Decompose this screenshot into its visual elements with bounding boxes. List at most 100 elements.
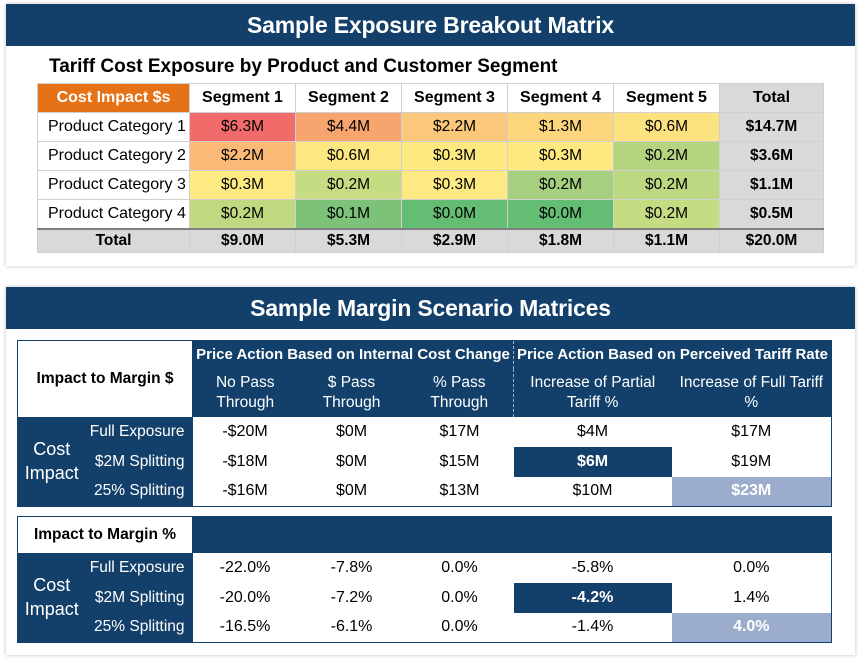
exposure-subtitle: Tariff Cost Exposure by Product and Cust… (49, 56, 558, 77)
margin-banner: Sample Margin Scenario Matrices (6, 287, 855, 329)
scenario-value: -6.1% (297, 612, 406, 643)
scenario-value: -5.8% (513, 552, 672, 583)
scenario-row: 25% Splitting -16.5% -6.1% 0.0% -1.4% 4.… (18, 612, 832, 643)
heatmap-cell: $0.2M (295, 170, 402, 200)
row-total: $3.6M (719, 141, 824, 171)
scenario-value: $0M (297, 416, 406, 447)
exposure-row: Product Category 3 $0.3M $0.2M $0.3M $0.… (37, 170, 824, 200)
exposure-row: Product Category 1 $6.3M $4.4M $2.2M $1.… (37, 112, 824, 142)
scenario-row: 25% Splitting -$16M $0M $13M $10M $23M (18, 476, 832, 507)
column-total: $9.0M (189, 227, 296, 253)
subheader-partial-tariff: Increase of Partial Tariff % (513, 368, 672, 417)
scenario-label: Full Exposure (85, 552, 193, 583)
highlighted-value: $23M (671, 476, 832, 507)
segment-header: Segment 5 (613, 83, 720, 113)
column-total: $1.1M (613, 227, 720, 253)
scenario-value: $0M (297, 476, 406, 507)
scenario-value: $10M (513, 476, 672, 507)
scenario-value: -7.2% (297, 582, 406, 613)
scenario-value: $15M (405, 446, 514, 477)
scenario-value: $4M (513, 416, 672, 447)
exposure-corner-label: Cost Impact $s (37, 83, 190, 113)
heatmap-cell: $4.4M (295, 112, 402, 142)
segment-header: Segment 3 (401, 83, 508, 113)
subheader-no-pass: No Pass Through (192, 368, 298, 417)
scenario-row: $2M Splitting -$18M $0M $15M $6M $19M (18, 446, 832, 477)
heatmap-cell: $6.3M (189, 112, 296, 142)
scenario-value: $19M (671, 446, 832, 477)
highlighted-value: $6M (513, 446, 672, 477)
product-category-label: Product Category 1 (37, 112, 190, 142)
scenario-value: $13M (405, 476, 514, 507)
scenario-value: -20.0% (192, 582, 298, 613)
product-category-label: Product Category 4 (37, 199, 190, 229)
heatmap-cell: $0.0M (401, 199, 508, 229)
subheader-dollar-pass: $ Pass Through (297, 368, 406, 417)
row-total: $0.5M (719, 199, 824, 229)
scenario-label: Full Exposure (85, 416, 193, 447)
subheader-full-tariff: Increase of Full Tariff % (671, 368, 832, 417)
exposure-matrix: Cost Impact $s Segment 1 Segment 2 Segme… (37, 83, 824, 253)
perceived-tariff-group-header: Price Action Based on Perceived Tariff R… (513, 340, 832, 369)
header-band (192, 516, 832, 553)
heatmap-cell: $0.3M (507, 141, 614, 171)
cost-impact-label: Cost Impact (17, 552, 86, 643)
margin-percent-label: Impact to Margin % (17, 516, 194, 553)
highlighted-value: -4.2% (513, 582, 672, 613)
scenario-value: $17M (405, 416, 514, 447)
scenario-value: $17M (671, 416, 832, 447)
highlighted-value: 4.0% (671, 612, 832, 643)
scenario-value: $0M (297, 446, 406, 477)
scenario-value: -$18M (192, 446, 298, 477)
scenario-value: 0.0% (405, 582, 514, 613)
heatmap-cell: $0.6M (295, 141, 402, 171)
subheader-percent-pass: % Pass Through (405, 368, 514, 417)
segment-header: Segment 4 (507, 83, 614, 113)
heatmap-cell: $0.2M (189, 199, 296, 229)
scenario-value: 0.0% (405, 552, 514, 583)
margin-dollar-label: Impact to Margin $ (17, 340, 193, 417)
heatmap-cell: $0.2M (613, 170, 720, 200)
heatmap-cell: $0.2M (507, 170, 614, 200)
heatmap-cell: $0.2M (613, 141, 720, 171)
segment-header: Segment 2 (295, 83, 402, 113)
scenario-value: -1.4% (513, 612, 672, 643)
heatmap-cell: $0.2M (613, 199, 720, 229)
scenario-row: Cost Impact Full Exposure -$20M $0M $17M… (17, 416, 832, 507)
heatmap-cell: $0.3M (401, 141, 508, 171)
scenario-value: 0.0% (405, 612, 514, 643)
heatmap-cell: $2.2M (189, 141, 296, 171)
scenario-label: $2M Splitting (85, 582, 193, 613)
heatmap-cell: $1.3M (507, 112, 614, 142)
scenario-value: -$20M (192, 416, 298, 447)
column-total: $5.3M (295, 227, 402, 253)
scenario-label: 25% Splitting (85, 476, 193, 507)
product-category-label: Product Category 3 (37, 170, 190, 200)
scenario-value: -22.0% (192, 552, 298, 583)
segment-header: Segment 1 (189, 83, 296, 113)
column-total: $1.8M (507, 227, 614, 253)
heatmap-cell: $2.2M (401, 112, 508, 142)
internal-cost-group-header: Price Action Based on Internal Cost Chan… (192, 340, 514, 369)
scenario-value: -$16M (192, 476, 298, 507)
total-header: Total (719, 83, 824, 113)
scenario-value: -16.5% (192, 612, 298, 643)
exposure-header-row: Cost Impact $s Segment 1 Segment 2 Segme… (37, 83, 824, 113)
row-total: $14.7M (719, 112, 824, 142)
product-category-label: Product Category 2 (37, 141, 190, 171)
column-total: $2.9M (401, 227, 508, 253)
margin-percent-matrix: Impact to Margin % Cost Impact Full Expo… (17, 516, 833, 643)
heatmap-cell: $0.6M (613, 112, 720, 142)
scenario-value: 0.0% (671, 552, 832, 583)
heatmap-cell: $0.3M (401, 170, 508, 200)
heatmap-cell: $0.1M (295, 199, 402, 229)
cost-impact-label: Cost Impact (17, 416, 86, 507)
scenario-value: 1.4% (671, 582, 832, 613)
heatmap-cell: $0.0M (507, 199, 614, 229)
exposure-row: Product Category 2 $2.2M $0.6M $0.3M $0.… (37, 141, 824, 171)
exposure-row: Product Category 4 $0.2M $0.1M $0.0M $0.… (37, 199, 824, 229)
scenario-row: $2M Splitting -20.0% -7.2% 0.0% -4.2% 1.… (18, 582, 832, 613)
margin-dollar-matrix: Impact to Margin $ Price Action Based on… (17, 340, 832, 507)
grand-total: $20.0M (719, 227, 824, 253)
row-total: $1.1M (719, 170, 824, 200)
